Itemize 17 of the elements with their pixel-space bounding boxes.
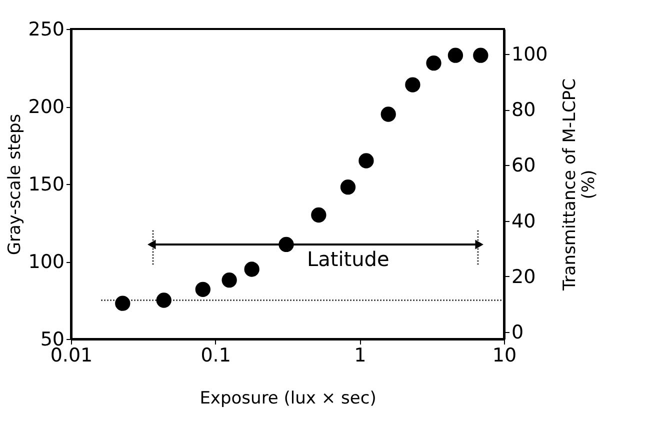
y-axis-title: Gray-scale steps bbox=[5, 114, 26, 256]
annotation: Latitude bbox=[306, 246, 390, 271]
y2-tick-label: 40 bbox=[512, 210, 536, 232]
y-tick-label: 100 bbox=[28, 251, 64, 273]
x-tick-label: 0.1 bbox=[200, 344, 231, 366]
y-tick-label: 200 bbox=[28, 96, 64, 118]
y-tick-label: 150 bbox=[28, 174, 64, 196]
y2-tick-label: 80 bbox=[512, 99, 536, 122]
x-tick-label: 10 bbox=[492, 344, 517, 366]
y2-tick-label: 0 bbox=[512, 322, 524, 344]
y2-tick-label: 60 bbox=[512, 154, 536, 177]
y2-axis-title: Transmittance of M-LCPC (%) bbox=[560, 78, 599, 292]
x-tick-label: 1 bbox=[354, 344, 366, 366]
x-axis-title: Exposure (lux × sec) bbox=[200, 388, 376, 408]
y-tick-label: 250 bbox=[28, 18, 64, 40]
y2-tick-label: 20 bbox=[512, 266, 536, 288]
y2-tick-label: 100 bbox=[512, 44, 548, 66]
